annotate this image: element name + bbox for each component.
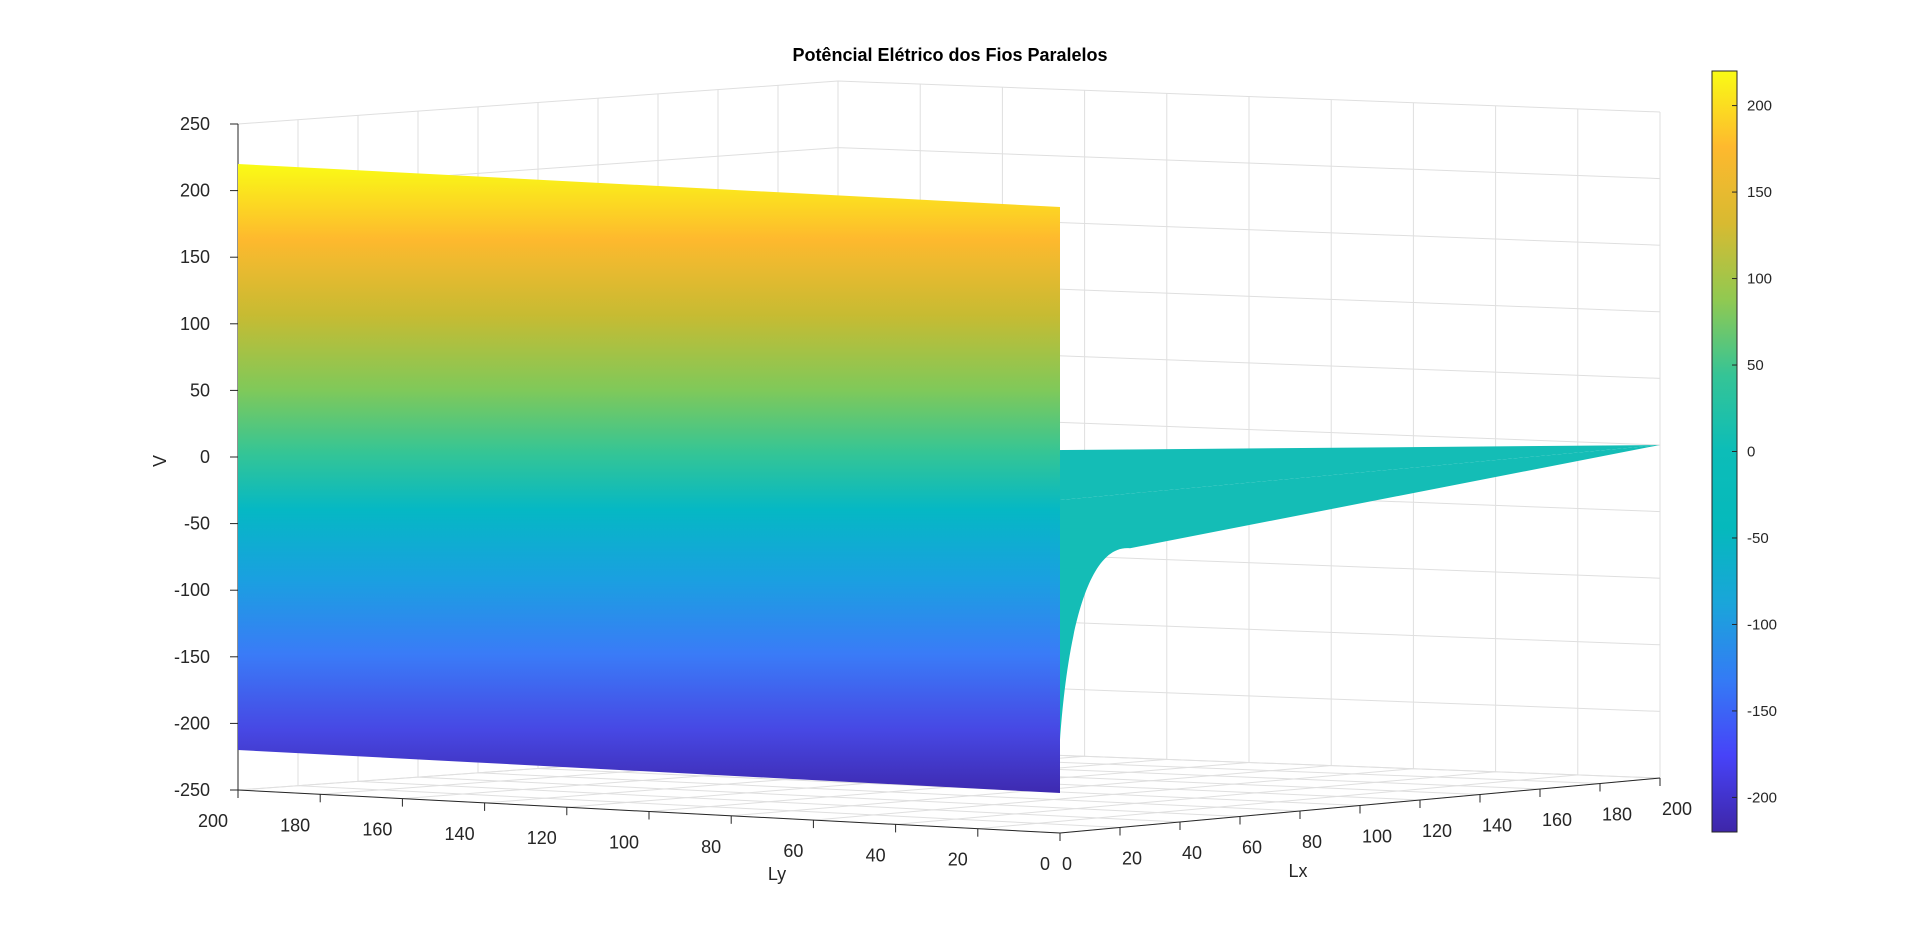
colorbar: -200 -150 -100 -50 0 50 100 150 200 (1711, 70, 1777, 833)
colorbar-tick-label: 200 (1747, 98, 1772, 115)
y-tick-label: 100 (609, 833, 639, 853)
x-tick-label: 120 (1422, 821, 1452, 841)
z-tick-label: -250 (174, 780, 210, 800)
colorbar-tick-label: -50 (1747, 530, 1769, 547)
x-tick-label: 60 (1242, 838, 1262, 858)
z-tick-label: 150 (180, 247, 210, 267)
colorbar-tick-label: -200 (1747, 789, 1777, 806)
colorbar-tick-label: -100 (1747, 616, 1777, 633)
colorbar-tick-label: 100 (1747, 271, 1772, 288)
z-tick-label: 100 (180, 314, 210, 334)
y-tick-label: 180 (280, 815, 310, 835)
colorbar-tick-label: -150 (1747, 703, 1777, 720)
colorbar-tick-label: 50 (1747, 357, 1764, 374)
grid-line-y (731, 99, 1332, 817)
y-tick-label: 20 (948, 850, 968, 870)
grid-line-y (648, 96, 1250, 812)
y-axis-label: Ly (768, 864, 786, 884)
potential-surface (238, 164, 1660, 793)
grid-line-z (237, 80, 1661, 125)
x-tick-label: 180 (1602, 805, 1632, 825)
z-tick-label: 0 (200, 447, 210, 467)
x-tick-label: 100 (1362, 827, 1392, 847)
grid-line-y (895, 105, 1497, 825)
grid-line-y (813, 102, 1414, 821)
y-tick-label: 60 (783, 841, 803, 861)
z-tick-label: -150 (174, 647, 210, 667)
grid-line-y (566, 93, 1168, 808)
z-tick-label: 50 (190, 380, 210, 400)
x-tick-label: 200 (1662, 799, 1692, 819)
colorbar-tick-label: 150 (1747, 184, 1772, 201)
colorbar-tick-label: 0 (1747, 444, 1755, 461)
z-tick-label: 250 (180, 114, 210, 134)
x-tick-label: 0 (1062, 854, 1072, 874)
z-axis-label: V (150, 455, 170, 467)
chart-title: Potêncial Elétrico dos Fios Paralelos (792, 45, 1107, 65)
y-tick-label: 40 (866, 845, 886, 865)
grid-line-y (977, 108, 1579, 830)
z-tick-label: -50 (184, 514, 210, 534)
x-tick-label: 20 (1122, 849, 1142, 869)
y-tick-label: 80 (701, 837, 721, 857)
y-tick-label: 160 (362, 820, 392, 840)
x-tick-label: 80 (1302, 832, 1322, 852)
z-tick-label: 200 (180, 181, 210, 201)
y-tick-label: 0 (1040, 854, 1050, 874)
x-axis-label: Lx (1288, 861, 1307, 881)
z-tick-label: -100 (174, 580, 210, 600)
y-tick-label: 140 (445, 824, 475, 844)
x-tick-label: 140 (1482, 816, 1512, 836)
grid-line-y (484, 90, 1086, 804)
surface-field-curve (1060, 445, 1660, 740)
x-tick-label: 160 (1542, 810, 1572, 830)
y-tick-label: 120 (527, 828, 557, 848)
surface-wall (238, 164, 1060, 793)
x-tick-label: 40 (1182, 843, 1202, 863)
y-tick-label: 200 (198, 811, 228, 831)
z-tick-label: -200 (174, 713, 210, 733)
